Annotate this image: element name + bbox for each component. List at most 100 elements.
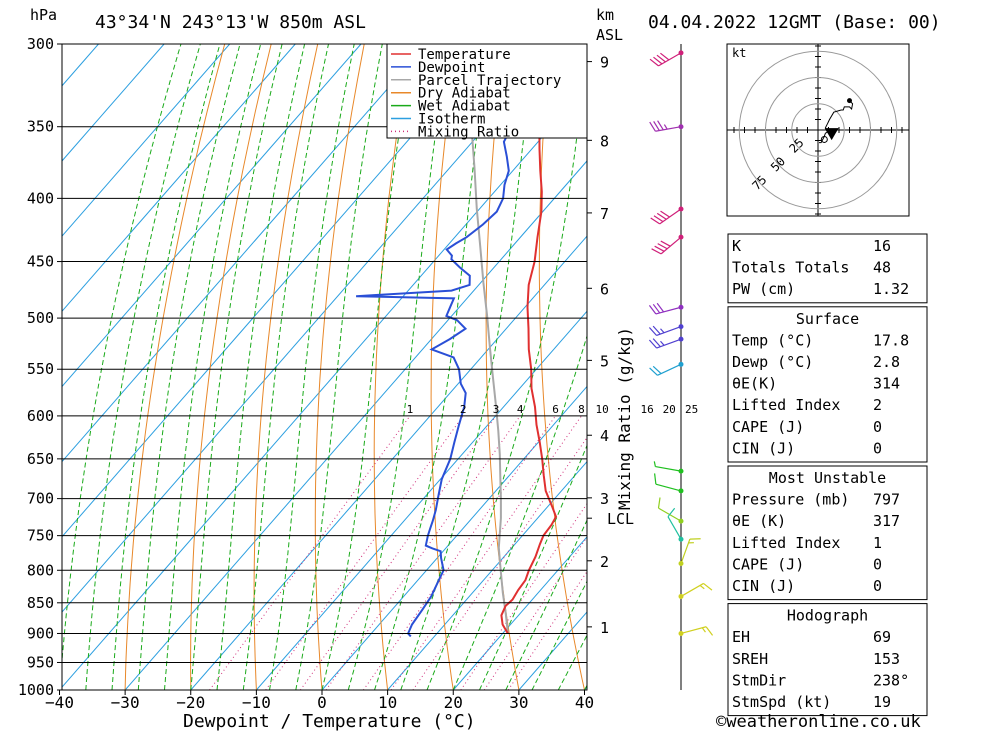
table-row-value: 0 bbox=[873, 418, 882, 436]
wind-barb-flag bbox=[660, 240, 671, 247]
series-dewpoint bbox=[356, 44, 514, 638]
table-row-value: 2 bbox=[873, 396, 882, 414]
legend-entry: Temperature bbox=[418, 47, 511, 63]
wind-barb bbox=[653, 461, 684, 474]
wind-barb-staff bbox=[680, 626, 707, 635]
table-row-value: 17.8 bbox=[873, 331, 909, 349]
dry-adiabat-line bbox=[641, 44, 716, 690]
datetime-title: 04.04.2022 12GMT (Base: 00) bbox=[648, 12, 941, 33]
wind-barb bbox=[678, 582, 713, 599]
table-row-label: EH bbox=[732, 628, 750, 646]
wind-barb-flag bbox=[649, 121, 656, 132]
wind-barb-staff bbox=[659, 208, 682, 225]
dry-adiabat-line bbox=[253, 44, 319, 690]
pressure-tick-label: 350 bbox=[27, 118, 54, 136]
hodograph-ring bbox=[765, 77, 871, 183]
wind-barb-half-flag bbox=[699, 584, 705, 590]
mean-wind-marker bbox=[820, 135, 828, 143]
mixing-ratio-tick-label: 16 bbox=[641, 403, 654, 416]
table-row-value: 1.32 bbox=[873, 280, 909, 298]
wind-barb bbox=[667, 507, 684, 542]
wet-adiabat-line bbox=[190, 44, 283, 690]
mixing-ratio-tick-label: 4 bbox=[517, 403, 524, 416]
table-row-value: 317 bbox=[873, 512, 900, 530]
height-tick-label: 3 bbox=[600, 490, 609, 508]
wind-barb-flag bbox=[705, 626, 714, 636]
mixing-ratio-tick-label: 3 bbox=[493, 403, 500, 416]
wind-barb-flag bbox=[651, 248, 662, 255]
mixing-ratio-line bbox=[507, 570, 587, 690]
isotherm-line bbox=[256, 310, 587, 690]
wind-barb-flag bbox=[648, 304, 657, 315]
legend-entry: Wet Adiabat bbox=[418, 99, 511, 115]
table-row-label: CAPE (J) bbox=[732, 418, 804, 436]
temperature-tick-label: 30 bbox=[509, 693, 528, 712]
mixing-ratio-tick-label: 6 bbox=[552, 403, 559, 416]
isotherm-line bbox=[62, 44, 559, 613]
wind-barb-staff bbox=[660, 236, 682, 255]
wind-barb-flag bbox=[660, 52, 670, 61]
isotherm-line bbox=[387, 460, 587, 690]
mixing-ratio-tick-label: 8 bbox=[578, 403, 585, 416]
wind-barb bbox=[648, 302, 684, 315]
height-tick-label: 6 bbox=[600, 280, 609, 298]
table-row-label: θE(K) bbox=[732, 375, 777, 393]
table-row-value: 48 bbox=[873, 259, 891, 277]
height-axis: 9 8 7 6 5 4 3 2 1 LCL bbox=[587, 54, 634, 637]
wind-barb bbox=[649, 50, 684, 67]
wind-barbs bbox=[648, 50, 714, 636]
wet-adiabat-line bbox=[426, 50, 587, 690]
wind-barb bbox=[651, 234, 684, 255]
wind-barb-flag bbox=[648, 339, 658, 349]
mixing-ratio-tick-label: 2 bbox=[460, 403, 467, 416]
wind-barb-staff bbox=[680, 538, 691, 564]
pressure-tick-label: 450 bbox=[27, 253, 54, 271]
wind-barb bbox=[649, 361, 684, 376]
lcl-label: LCL bbox=[607, 510, 634, 528]
isotherm-line bbox=[452, 536, 587, 690]
wind-barb bbox=[648, 324, 684, 337]
hodograph-ring bbox=[791, 103, 845, 157]
indices-table bbox=[727, 233, 928, 304]
temperature-tick-label: 0 bbox=[317, 693, 327, 712]
height-unit-label: km bbox=[596, 6, 614, 24]
copyright: ©weatheronline.co.uk bbox=[716, 712, 921, 732]
mixing-ratio-line bbox=[412, 436, 587, 690]
wind-barb-flag bbox=[656, 54, 666, 63]
wind-barb-half-flag bbox=[663, 124, 668, 130]
table-row-value: 19 bbox=[873, 693, 891, 711]
wind-barb-flag bbox=[657, 497, 661, 509]
wind-barb-staff bbox=[656, 326, 682, 337]
x-axis-label: Dewpoint / Temperature (°C) bbox=[183, 711, 476, 732]
wind-barb-staff bbox=[658, 52, 682, 67]
mixing-ratio-tick-label: 1 bbox=[407, 403, 414, 416]
series-temperature bbox=[500, 44, 558, 635]
table-row-label: CIN (J) bbox=[732, 439, 795, 457]
wind-barb-staff bbox=[667, 516, 682, 540]
wind-barb-flag bbox=[648, 327, 658, 336]
plot-frame bbox=[61, 43, 588, 691]
table-row-value: 1 bbox=[873, 534, 882, 552]
table-row-value: 238° bbox=[873, 671, 909, 689]
height-tick-label: 1 bbox=[600, 619, 609, 637]
wet-adiabat-line bbox=[164, 44, 262, 690]
wind-barb-staff bbox=[656, 338, 682, 349]
table-row-label: PW (cm) bbox=[732, 280, 795, 298]
table-row-value: 0 bbox=[873, 555, 882, 573]
wind-barb-flag bbox=[703, 582, 713, 591]
table-row-label: Lifted Index bbox=[732, 396, 840, 414]
isotherm-line bbox=[124, 160, 587, 690]
wind-barb-staff bbox=[655, 126, 682, 132]
mixing-ratio-line bbox=[265, 415, 464, 690]
mixing-ratio-tick-label: 25 bbox=[685, 403, 698, 416]
index-tables: K 16 Totals Totals 48 PW (cm) 1.32 Surface Temp… bbox=[727, 233, 928, 717]
wet-adiabat-line bbox=[505, 519, 587, 690]
isotherm-line bbox=[62, 44, 362, 388]
hodograph-table bbox=[727, 603, 928, 717]
wind-barb-flag bbox=[652, 338, 661, 348]
wind-barb-flag bbox=[657, 120, 664, 131]
pressure-tick-label: 400 bbox=[27, 189, 54, 207]
temperature-tick-label: 40 bbox=[575, 693, 594, 712]
